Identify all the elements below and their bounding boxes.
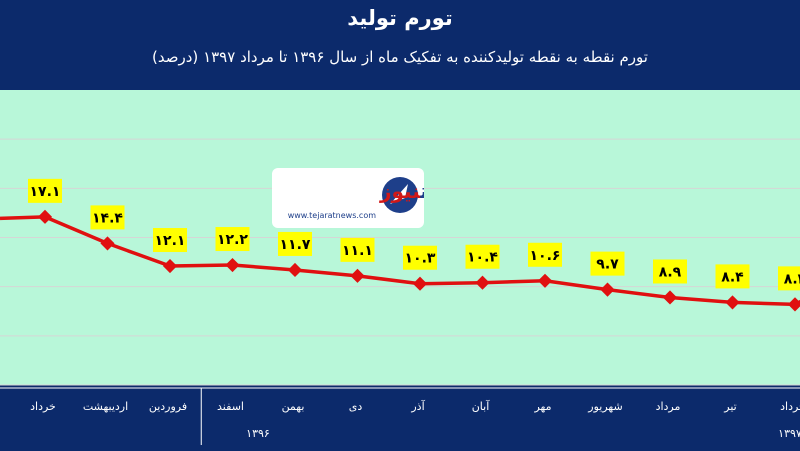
data-label: ۱۲.۱ <box>155 233 186 249</box>
x-tick-label: آذر <box>410 399 425 413</box>
data-label-box <box>590 251 625 276</box>
x-tick-label: تیر <box>723 400 736 413</box>
x-tick-label: مرداد <box>656 400 681 413</box>
data-label: ۹.۷ <box>596 257 619 273</box>
data-label: ۱۴.۴ <box>92 210 123 226</box>
data-label-box <box>153 228 187 253</box>
tejaratnews-logo: تجارتنیوز www.tejaratnews.com <box>272 168 424 228</box>
x-tick-label: دی <box>349 400 363 413</box>
data-point <box>287 262 303 278</box>
x-axis-band <box>0 385 800 451</box>
data-point <box>162 258 178 274</box>
data-label: ۸.۲ <box>784 271 800 287</box>
data-label-box <box>653 259 687 284</box>
data-point <box>725 295 740 310</box>
chart-title: تورم تولید <box>347 6 453 30</box>
x-tick-label: آبان <box>472 399 490 413</box>
x-tick-label: فروردین <box>149 400 187 413</box>
chart-header: تورم تولید تورم نقطه به نقطه تولیدکننده … <box>0 0 800 90</box>
data-label-box <box>90 205 125 230</box>
data-label-box <box>28 178 62 203</box>
data-label-box <box>215 227 250 252</box>
year-label: ۱۳۹۷ <box>778 427 800 440</box>
data-label: ۱۱.۷ <box>280 237 311 253</box>
data-point <box>600 282 615 297</box>
chart-subtitle: تورم نقطه به نقطه تولیدکننده به تفکیک ما… <box>152 48 648 66</box>
year-label: ۱۳۹۶ <box>246 427 270 440</box>
data-point <box>787 297 800 312</box>
data-label: ۸.۹ <box>659 264 682 280</box>
x-tick-label: اردیبهشت <box>83 400 128 413</box>
data-label: ۱۰.۶ <box>530 248 561 264</box>
data-label-box <box>715 264 750 289</box>
data-label-box <box>278 231 312 256</box>
data-label: ۱۱.۱ <box>342 243 373 259</box>
svg-text:تجارتنیوز: تجارتنیوز <box>379 179 424 203</box>
data-label: ۸.۴ <box>721 269 744 285</box>
data-label: ۱۰.۳ <box>405 251 436 267</box>
data-point <box>37 209 53 224</box>
data-label: ۱۲.۲ <box>217 232 248 248</box>
x-tick-label: خرداد <box>30 400 56 413</box>
data-point <box>537 273 553 288</box>
data-label-box <box>403 245 437 270</box>
x-tick-label: شهریور <box>587 400 622 413</box>
x-tick-label: اسفند <box>217 400 244 413</box>
data-label-box <box>528 242 562 267</box>
data-point <box>350 268 365 283</box>
data-point <box>412 276 428 291</box>
x-tick-label: مهر <box>533 400 551 413</box>
x-tick-label: خرداد <box>780 400 800 413</box>
x-tick-label: بهمن <box>282 400 305 413</box>
data-point <box>100 236 115 251</box>
data-point <box>662 290 678 305</box>
data-label: ۱۰.۴ <box>467 250 498 266</box>
data-label-box <box>340 237 375 262</box>
data-point <box>225 257 240 273</box>
logo-url: www.tejaratnews.com <box>288 211 376 220</box>
data-label-box <box>465 244 500 269</box>
data-label: ۱۷.۱ <box>30 184 61 200</box>
data-point <box>475 275 490 290</box>
data-label-box <box>778 266 800 291</box>
